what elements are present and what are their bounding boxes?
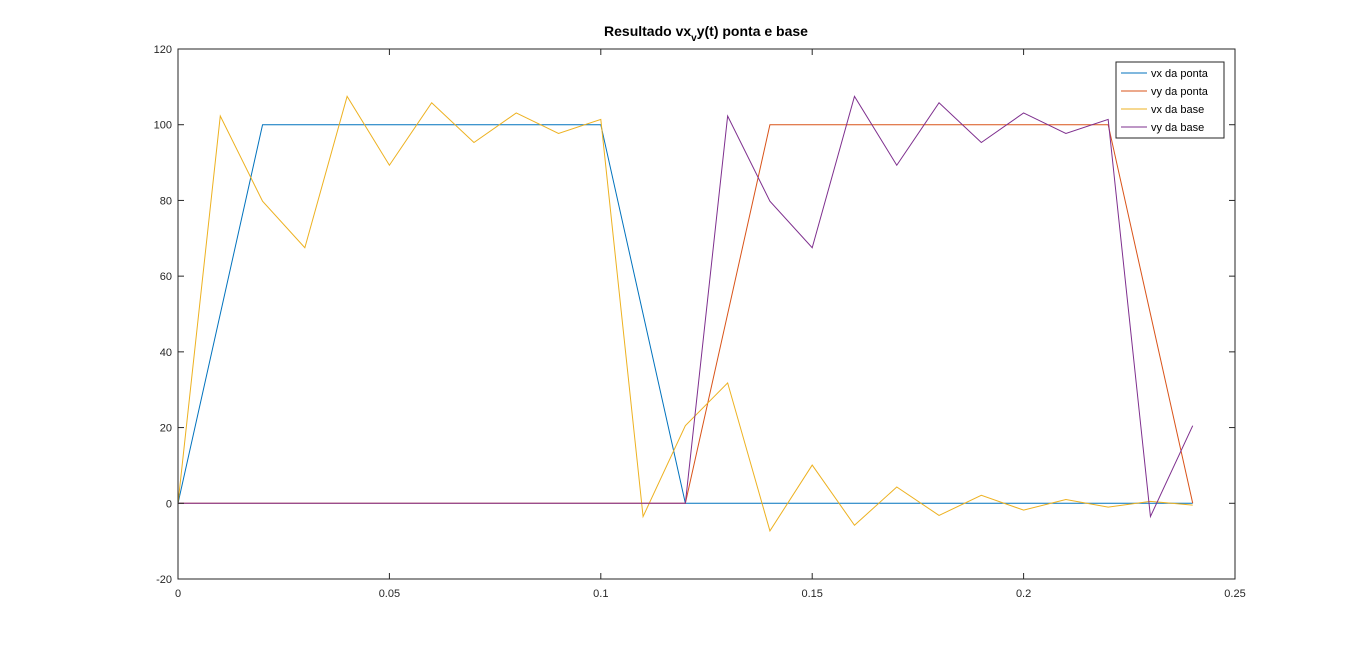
- series-layer: [177, 95, 1194, 533]
- x-tick-label: 0.15: [801, 588, 822, 600]
- y-tick-label: 20: [160, 423, 172, 435]
- y-tick-label: 40: [160, 347, 172, 359]
- y-tick-label: 100: [154, 120, 172, 132]
- chart-title: Resultado vxvy(t) ponta e base: [604, 23, 808, 44]
- legend-entry-label: vy da ponta: [1151, 86, 1209, 98]
- chart-title-subscript: v: [691, 33, 697, 44]
- y-tick-label: 60: [160, 271, 172, 283]
- y-tick-label: 0: [166, 498, 172, 510]
- series-line-2: [177, 95, 1193, 533]
- x-tick-label: 0.2: [1016, 588, 1031, 600]
- legend-entry-label: vy da base: [1151, 122, 1204, 134]
- x-tick-label: 0.1: [593, 588, 608, 600]
- axes-box: [177, 48, 1236, 580]
- x-tick-label: 0.05: [379, 588, 400, 600]
- y-tick-label: -20: [156, 574, 172, 586]
- chart-title-main: Resultado vx: [604, 23, 691, 39]
- legend: vx da ponta vy da ponta vx da base vy da b…: [1115, 61, 1225, 139]
- series-line-0: [177, 124, 1193, 504]
- legend-entry-label: vx da base: [1151, 104, 1204, 116]
- legend-entry-label: vx da ponta: [1151, 68, 1209, 80]
- y-tick-label: 120: [154, 44, 172, 56]
- series-line-3: [178, 95, 1194, 519]
- x-tick-label: 0.25: [1224, 588, 1245, 600]
- y-tick-label: 80: [160, 195, 172, 207]
- legend-box: [1115, 61, 1225, 139]
- x-tick-label: 0: [175, 588, 181, 600]
- chart-title-end: y(t) ponta e base: [697, 23, 808, 39]
